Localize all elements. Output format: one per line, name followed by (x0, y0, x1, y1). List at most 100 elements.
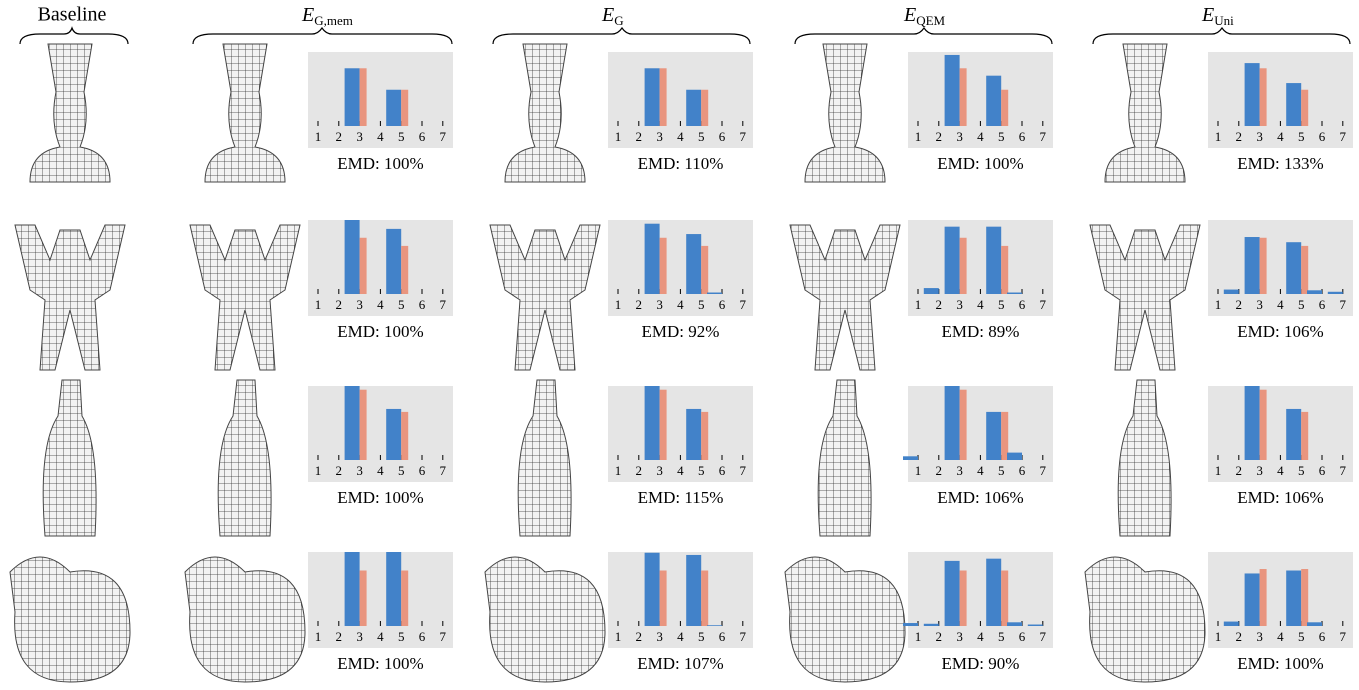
braces (19, 26, 1351, 45)
x-tick-label: 7 (440, 629, 447, 644)
bar (707, 292, 722, 294)
x-tick-label: 5 (1298, 629, 1305, 644)
x-tick-label: 3 (656, 629, 663, 644)
x-tick-label: 7 (740, 297, 747, 312)
x-tick-label: 3 (356, 629, 363, 644)
mesh-model (489, 224, 601, 371)
bar (701, 245, 709, 294)
plot-background (908, 386, 1053, 482)
bar (1301, 411, 1309, 460)
bar (1223, 621, 1239, 626)
emd-label: EMD: 100% (337, 154, 423, 173)
x-tick-label: 4 (677, 463, 684, 478)
plot-background (608, 386, 753, 482)
histogram: 1 2 3 4 5 6 7 EMD: 90% (903, 552, 1053, 673)
x-tick-label: 7 (1040, 629, 1047, 644)
x-tick-label: 4 (377, 463, 384, 478)
x-tick-label: 6 (719, 629, 726, 644)
bar (1223, 289, 1239, 294)
bar (344, 220, 360, 294)
x-tick-label: 5 (698, 463, 705, 478)
bar (359, 389, 367, 460)
x-tick-label: 2 (1236, 297, 1243, 312)
x-tick-label: 4 (1277, 463, 1284, 478)
histogram: 1 2 3 4 5 6 7 EMD: 100% (308, 220, 453, 341)
x-tick-label: 5 (698, 629, 705, 644)
bar (1259, 237, 1267, 294)
mesh-model (804, 43, 886, 183)
bar (386, 89, 402, 126)
x-tick-label: 7 (1340, 629, 1347, 644)
x-tick-label: 1 (615, 629, 622, 644)
histogram: 1 2 3 4 5 6 7 EMD: 133% (1208, 52, 1353, 173)
x-tick-label: 3 (956, 297, 963, 312)
x-tick-label: 5 (398, 297, 405, 312)
emd-label: EMD: 89% (942, 322, 1020, 341)
x-tick-label: 3 (956, 129, 963, 144)
plot-background (1208, 220, 1353, 316)
x-tick-label: 2 (1236, 463, 1243, 478)
x-tick-label: 4 (377, 629, 384, 644)
bar (986, 558, 1002, 626)
bar (923, 623, 939, 626)
bar (1259, 68, 1267, 126)
x-tick-label: 7 (1340, 297, 1347, 312)
x-tick-label: 3 (356, 297, 363, 312)
bar (944, 54, 960, 126)
emd-label: EMD: 90% (942, 654, 1020, 673)
bar (959, 570, 967, 626)
histogram: 1 2 3 4 5 6 7 EMD: 100% (308, 386, 453, 507)
x-tick-label: 4 (977, 463, 984, 478)
bar (344, 68, 360, 126)
bar (686, 234, 702, 294)
bar (959, 68, 967, 126)
x-tick-label: 4 (677, 129, 684, 144)
x-tick-label: 6 (1019, 297, 1026, 312)
x-tick-label: 5 (398, 629, 405, 644)
x-tick-label: 1 (915, 297, 922, 312)
x-tick-label: 6 (419, 297, 426, 312)
x-tick-label: 6 (419, 129, 426, 144)
emd-label: EMD: 100% (337, 322, 423, 341)
bar (386, 228, 402, 294)
x-tick-label: 5 (698, 129, 705, 144)
x-tick-label: 4 (377, 297, 384, 312)
bar (686, 89, 702, 126)
x-tick-label: 2 (936, 297, 943, 312)
x-tick-label: 2 (336, 629, 343, 644)
plot-background (308, 386, 453, 482)
plot-background (308, 52, 453, 148)
x-tick-label: 3 (656, 297, 663, 312)
bar (1301, 245, 1309, 294)
mesh-model (504, 43, 586, 183)
emd-label: EMD: 100% (1237, 654, 1323, 673)
x-tick-label: 6 (719, 463, 726, 478)
x-tick-label: 2 (636, 629, 643, 644)
bar (1307, 290, 1322, 294)
x-tick-label: 3 (1256, 629, 1263, 644)
bar (986, 75, 1002, 126)
x-tick-label: 3 (956, 463, 963, 478)
histogram: 1 2 3 4 5 6 7 EMD: 89% (908, 220, 1053, 341)
bar (359, 68, 367, 126)
bar (1286, 408, 1302, 460)
plot-background (908, 220, 1053, 316)
x-tick-label: 6 (1019, 463, 1026, 478)
x-tick-label: 1 (315, 463, 322, 478)
column-header: EG,mem (301, 4, 353, 28)
emd-label: EMD: 106% (1237, 322, 1323, 341)
x-tick-label: 3 (1256, 129, 1263, 144)
x-tick-label: 3 (356, 463, 363, 478)
x-tick-label: 3 (956, 629, 963, 644)
plot-background (1208, 386, 1353, 482)
plot-background (908, 552, 1053, 648)
emd-label: EMD: 92% (642, 322, 720, 341)
bar (1244, 63, 1260, 126)
emd-label: EMD: 133% (1237, 154, 1323, 173)
mesh-model (1104, 43, 1186, 183)
bar (344, 386, 360, 460)
x-tick-label: 4 (977, 629, 984, 644)
column-header: Baseline (38, 4, 107, 26)
x-tick-label: 2 (1236, 629, 1243, 644)
bar (386, 408, 402, 460)
